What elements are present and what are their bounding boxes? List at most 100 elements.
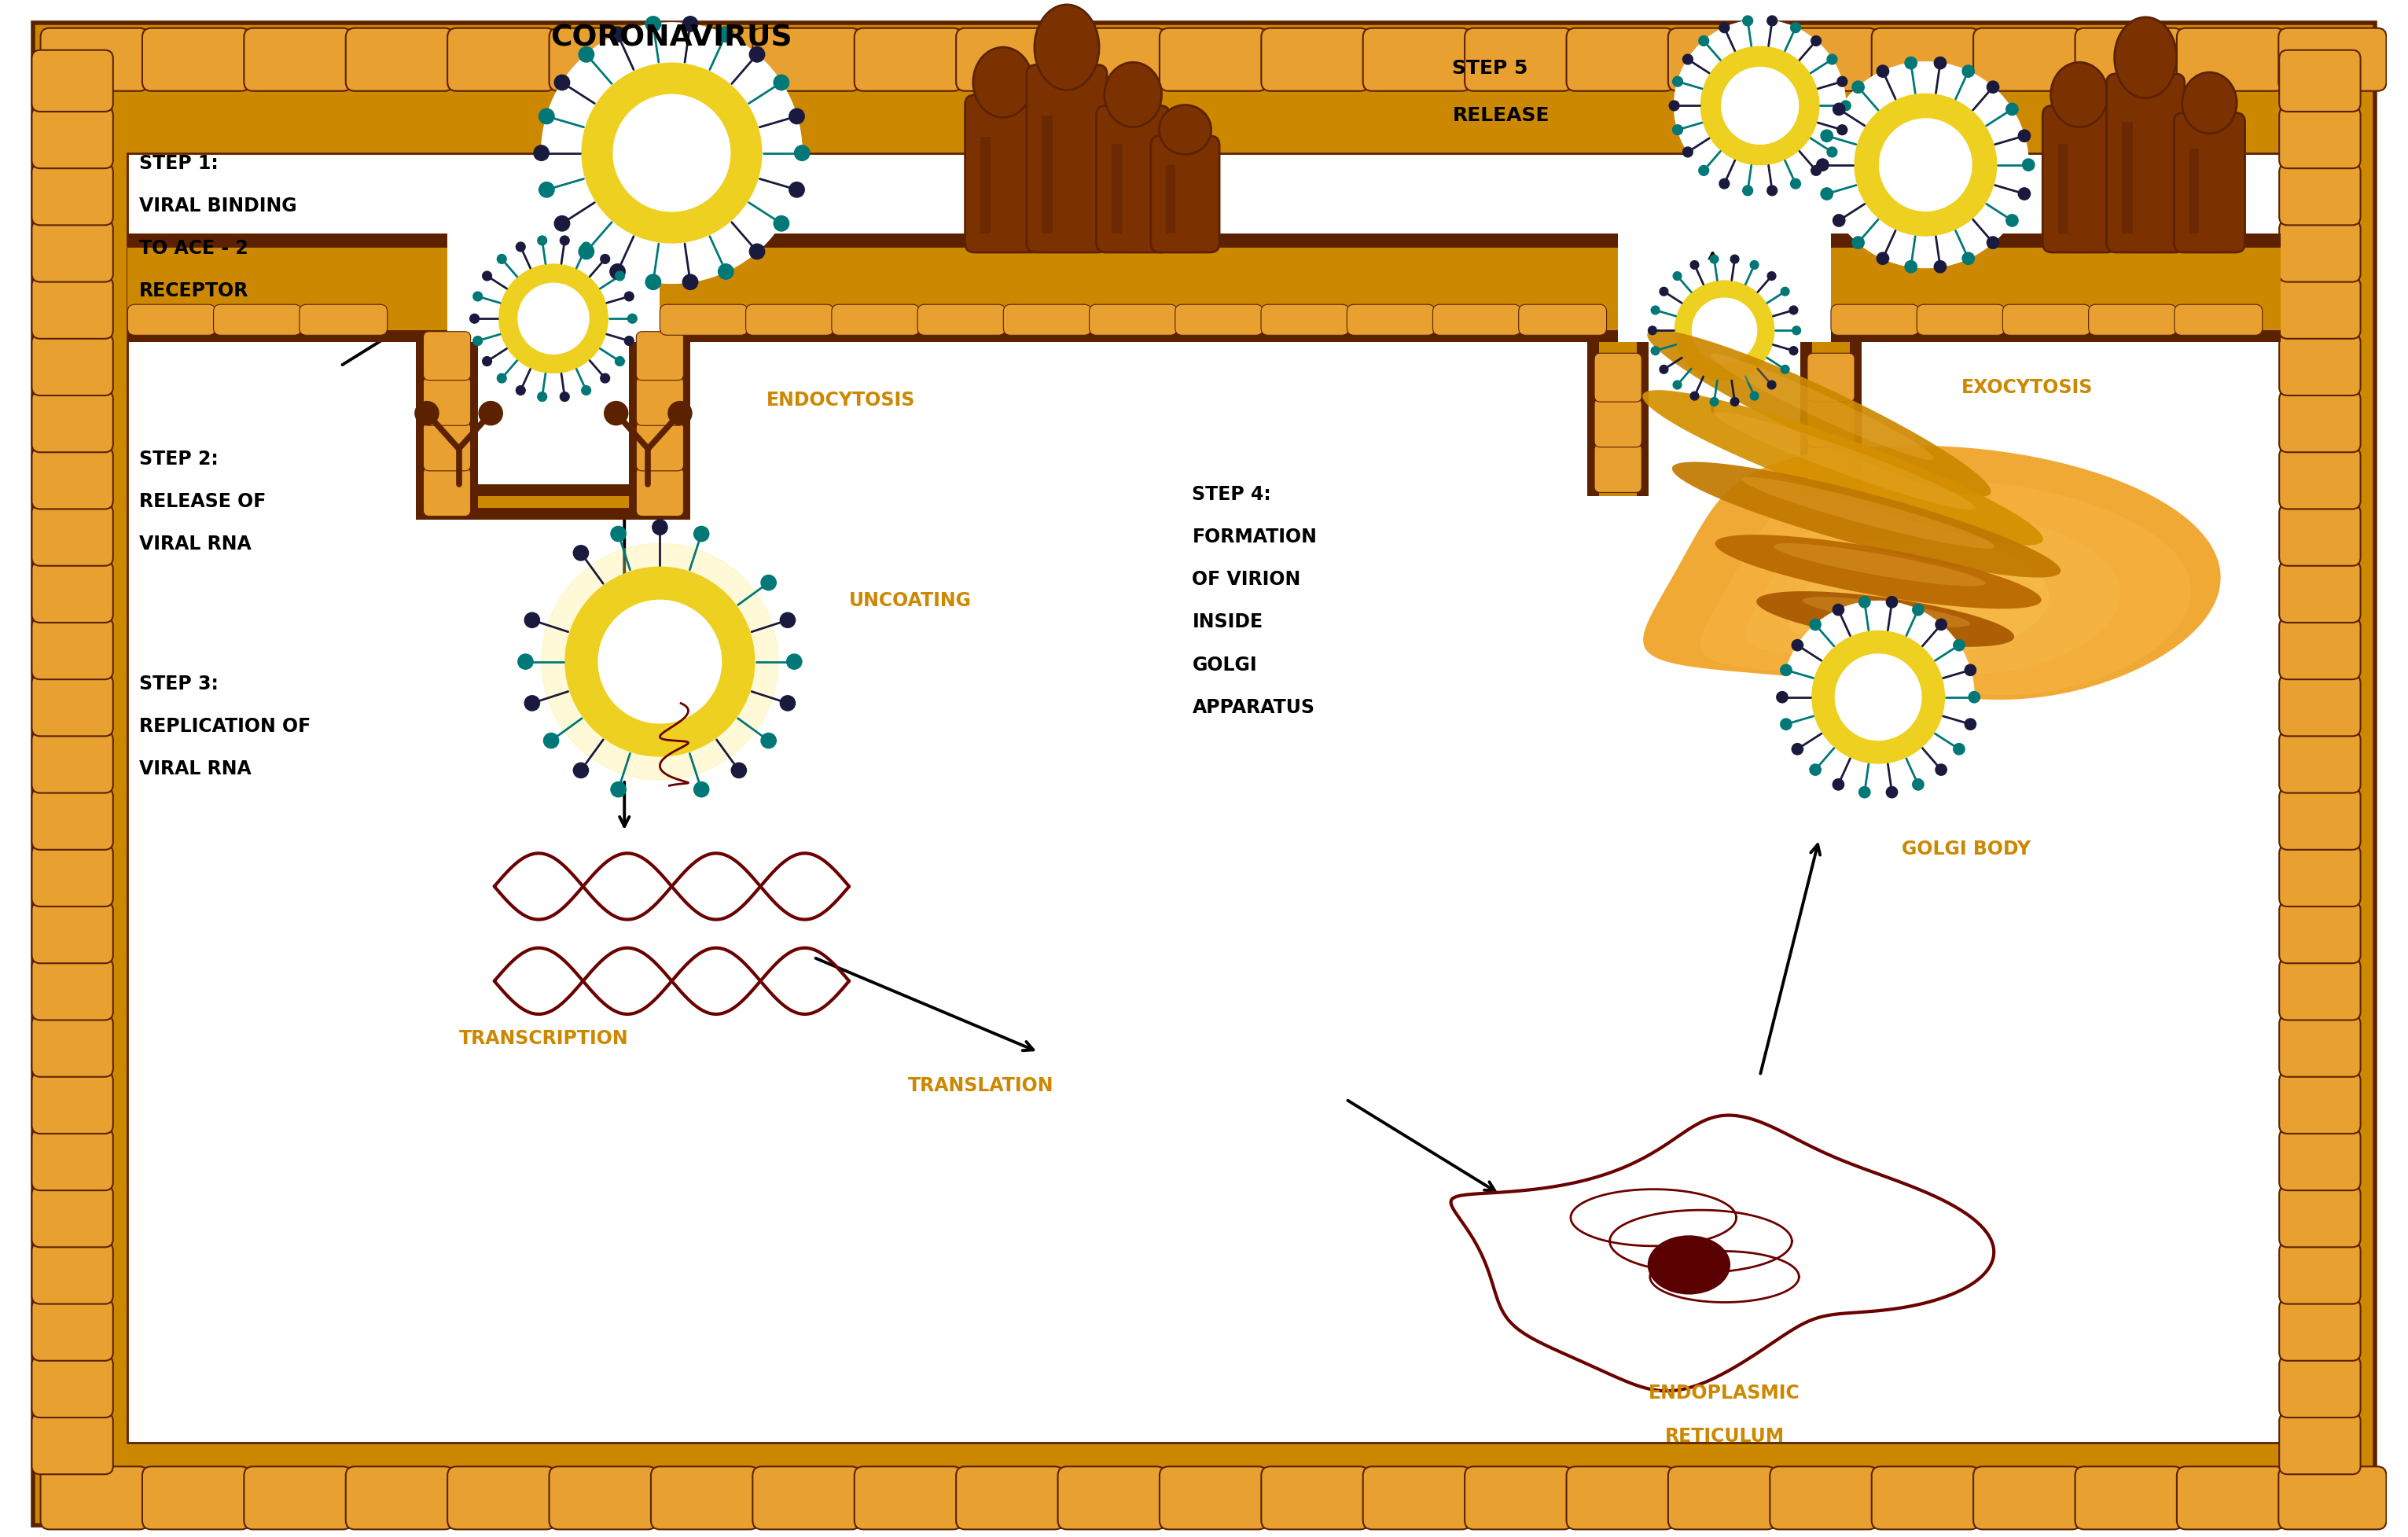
FancyBboxPatch shape: [347, 1466, 453, 1529]
Circle shape: [1792, 23, 1801, 34]
Circle shape: [1852, 237, 1864, 249]
Circle shape: [1652, 306, 1659, 315]
FancyBboxPatch shape: [31, 1016, 113, 1077]
FancyBboxPatch shape: [424, 467, 470, 516]
FancyBboxPatch shape: [855, 1466, 963, 1529]
FancyBboxPatch shape: [31, 1299, 113, 1360]
Bar: [660, 237, 1618, 343]
Text: UNCOATING: UNCOATING: [850, 592, 973, 610]
Circle shape: [2018, 189, 2030, 200]
Circle shape: [2023, 160, 2035, 172]
Circle shape: [1852, 81, 1864, 94]
FancyBboxPatch shape: [1026, 66, 1108, 254]
Bar: [1801, 343, 1811, 496]
Ellipse shape: [1035, 6, 1098, 91]
FancyBboxPatch shape: [1161, 29, 1267, 92]
Circle shape: [1963, 66, 1975, 78]
FancyBboxPatch shape: [2177, 1466, 2285, 1529]
FancyBboxPatch shape: [31, 1187, 113, 1248]
FancyBboxPatch shape: [31, 959, 113, 1021]
FancyBboxPatch shape: [2280, 504, 2360, 566]
Circle shape: [1936, 619, 1946, 630]
Text: ENDOCYTOSIS: ENDOCYTOSIS: [766, 390, 915, 409]
Circle shape: [1700, 48, 1818, 166]
Polygon shape: [1642, 390, 2042, 546]
Circle shape: [561, 237, 568, 246]
Circle shape: [600, 255, 609, 264]
Circle shape: [761, 733, 775, 749]
FancyBboxPatch shape: [2280, 1130, 2360, 1191]
FancyBboxPatch shape: [1004, 304, 1091, 335]
Polygon shape: [1714, 413, 1975, 510]
Text: EXOCYTOSIS: EXOCYTOSIS: [1960, 378, 2093, 397]
Polygon shape: [1741, 478, 1994, 549]
Polygon shape: [1642, 446, 2220, 699]
Circle shape: [773, 217, 790, 232]
Circle shape: [1698, 166, 1710, 177]
Circle shape: [1792, 744, 1804, 755]
Circle shape: [1710, 398, 1719, 407]
Circle shape: [1965, 719, 1977, 730]
FancyBboxPatch shape: [2280, 1299, 2360, 1360]
FancyBboxPatch shape: [1088, 304, 1178, 335]
Circle shape: [537, 237, 547, 246]
Bar: [628, 343, 691, 520]
Circle shape: [1859, 596, 1871, 609]
Circle shape: [1767, 17, 1777, 26]
Circle shape: [479, 403, 503, 426]
FancyBboxPatch shape: [2280, 1016, 2360, 1077]
FancyBboxPatch shape: [31, 504, 113, 566]
FancyBboxPatch shape: [1770, 29, 1878, 92]
Text: GOLGI BODY: GOLGI BODY: [1902, 839, 2030, 858]
Circle shape: [1792, 180, 1801, 189]
FancyBboxPatch shape: [1161, 1466, 1267, 1529]
Circle shape: [515, 243, 525, 252]
Ellipse shape: [2052, 63, 2107, 128]
FancyBboxPatch shape: [956, 29, 1064, 92]
FancyBboxPatch shape: [31, 1242, 113, 1303]
Circle shape: [614, 95, 730, 212]
Circle shape: [681, 275, 698, 290]
Circle shape: [1811, 764, 1820, 776]
Bar: [2121, 123, 2133, 234]
FancyBboxPatch shape: [31, 164, 113, 226]
Circle shape: [1963, 254, 1975, 264]
Text: RETICULUM: RETICULUM: [1664, 1426, 1784, 1445]
Bar: [628, 343, 641, 520]
Circle shape: [1953, 639, 1965, 652]
FancyBboxPatch shape: [754, 1466, 860, 1529]
Polygon shape: [1452, 1116, 1994, 1391]
Circle shape: [612, 527, 626, 543]
Circle shape: [694, 527, 708, 543]
Circle shape: [1820, 131, 1832, 143]
Circle shape: [1690, 392, 1698, 401]
FancyBboxPatch shape: [2280, 1073, 2360, 1134]
Circle shape: [1710, 255, 1719, 264]
FancyBboxPatch shape: [966, 95, 1040, 254]
FancyBboxPatch shape: [2177, 29, 2285, 92]
Circle shape: [1953, 744, 1965, 755]
Circle shape: [1832, 215, 1845, 227]
Bar: [417, 343, 429, 520]
Bar: [1830, 237, 2280, 343]
FancyBboxPatch shape: [855, 29, 963, 92]
FancyBboxPatch shape: [2280, 1413, 2360, 1474]
FancyBboxPatch shape: [549, 29, 657, 92]
FancyBboxPatch shape: [31, 221, 113, 283]
Circle shape: [566, 567, 754, 756]
FancyBboxPatch shape: [299, 304, 388, 335]
FancyBboxPatch shape: [31, 392, 113, 453]
FancyBboxPatch shape: [243, 1466, 352, 1529]
Circle shape: [795, 146, 809, 161]
Circle shape: [1816, 160, 1828, 172]
FancyBboxPatch shape: [636, 378, 684, 426]
Circle shape: [2006, 215, 2018, 227]
FancyBboxPatch shape: [1770, 1466, 1878, 1529]
Circle shape: [1719, 23, 1729, 34]
Circle shape: [1832, 105, 1845, 115]
Bar: [419, 509, 689, 520]
Circle shape: [498, 264, 607, 373]
Circle shape: [1837, 77, 1847, 88]
Bar: [1830, 234, 2280, 249]
FancyBboxPatch shape: [424, 332, 470, 381]
